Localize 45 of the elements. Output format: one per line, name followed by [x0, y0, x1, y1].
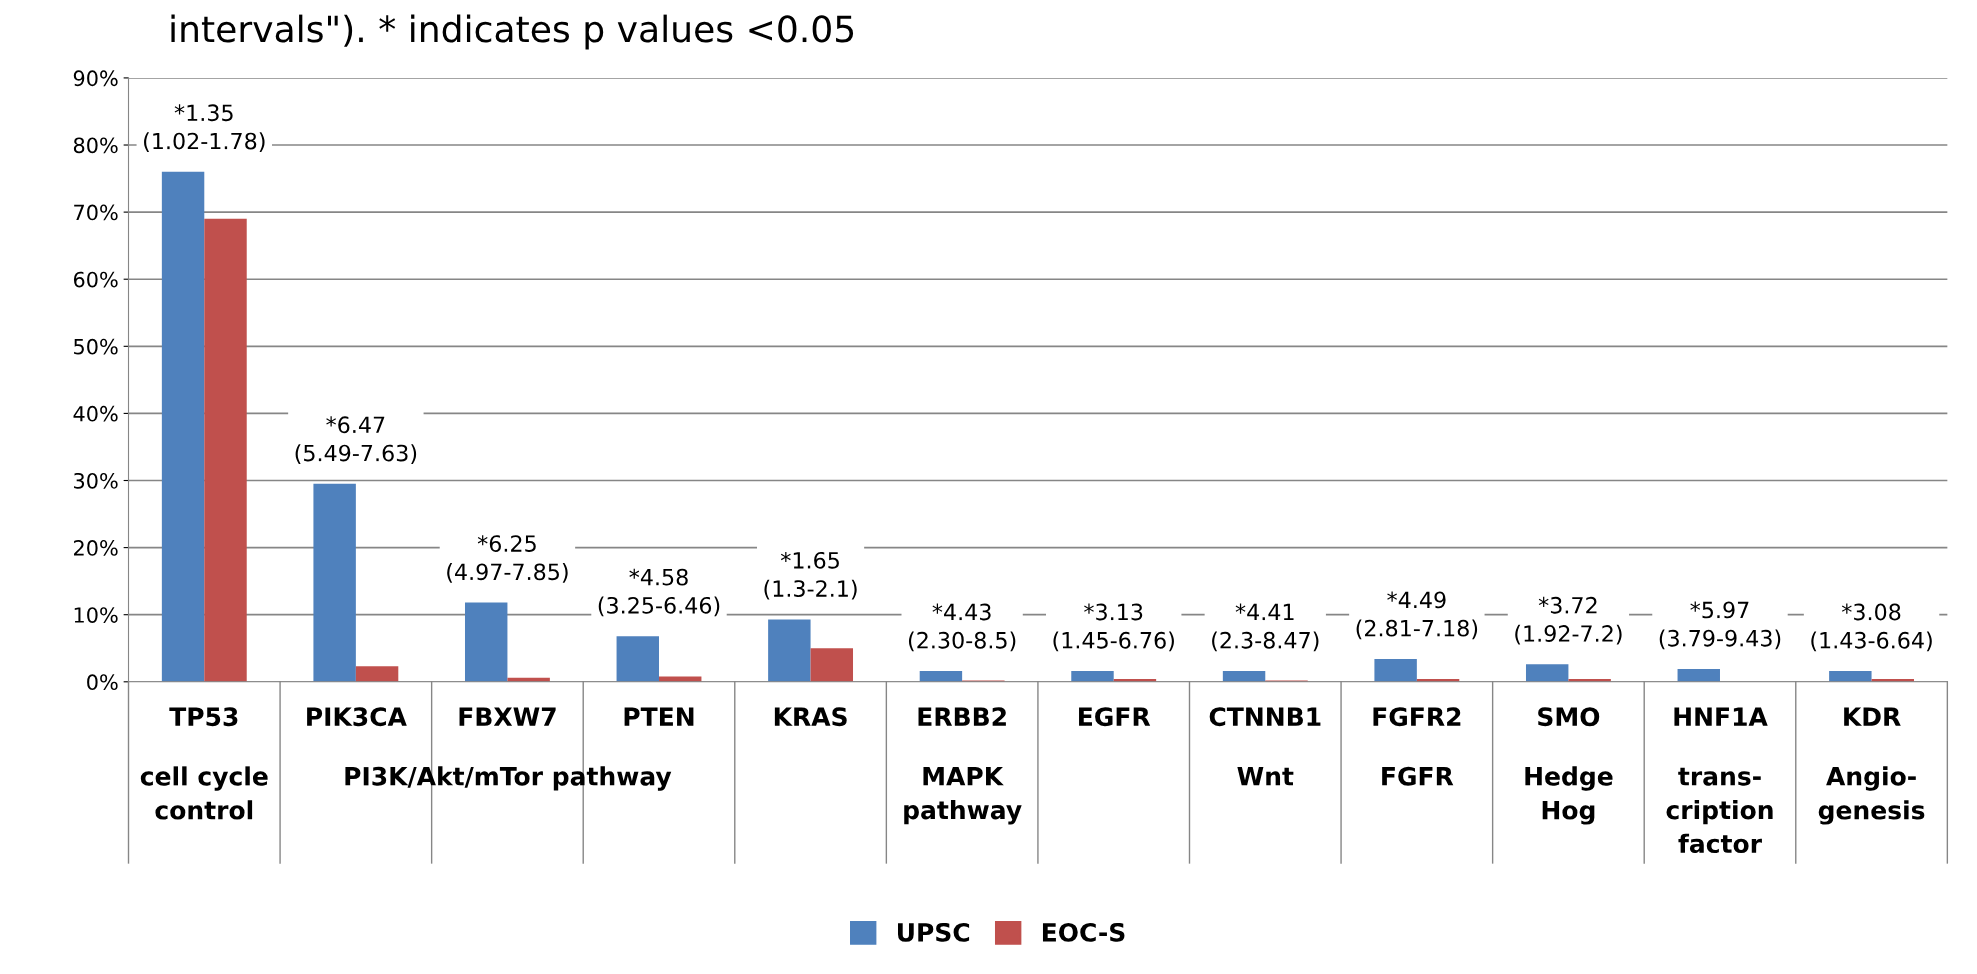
annotation: *4.49 (2.81-7.18): [1356, 591, 1478, 640]
annotation: *4.58 (3.25-6.46): [598, 568, 720, 617]
y-tick-label: 60%: [73, 271, 118, 288]
y-tick-label: 30%: [74, 472, 118, 489]
text: trans- cription factor: [1666, 767, 1773, 854]
text: Hedge Hog: [1525, 766, 1613, 825]
annotation: *4.41 (2.3-8.47): [1212, 603, 1319, 652]
x-tick-label: TP53: [169, 707, 238, 727]
chart-title: intervals"). * indicates p values <0.05: [171, 14, 854, 50]
y-tick-label: 0%: [87, 674, 118, 691]
annotation: *3.08 (1.43-6.64): [1811, 603, 1932, 652]
annotation: *1.35 (1.02-1.78): [144, 104, 265, 153]
y-tick-label: 20%: [74, 540, 118, 556]
annotation: *4.43 (2.30-8.5): [908, 603, 1016, 652]
y-tick-label: 10%: [74, 607, 118, 623]
x-tick-label: PTEN: [624, 707, 694, 726]
text: Angio- genesis: [1818, 766, 1925, 825]
y-tick-label: 70%: [74, 204, 118, 221]
annotation: *3.13 (1.45-6.76): [1053, 603, 1174, 652]
text: FGFR: [1382, 766, 1454, 786]
y-tick-label: 50%: [74, 338, 118, 355]
x-tick-label: FGFR2: [1373, 707, 1461, 727]
text: PI3K/Akt/mTor pathway: [345, 766, 672, 791]
text: MAPK pathway: [904, 767, 1022, 825]
x-tick-label: PIK3CA: [307, 707, 407, 727]
legend-label: UPSC: [898, 922, 970, 942]
text: Wnt: [1237, 767, 1294, 786]
text: cell cycle control: [140, 766, 268, 820]
annotation: *3.72 (1.92-7.2): [1515, 596, 1622, 645]
x-tick-label: KRAS: [774, 707, 847, 727]
x-tick-label: KDR: [1844, 707, 1901, 726]
annotation: *6.47 (5.49-7.63): [295, 416, 417, 465]
y-tick-label: 40%: [73, 405, 118, 422]
x-tick-label: HNF1A: [1674, 707, 1768, 726]
annotation: *5.97 (3.79-9.43): [1659, 601, 1781, 650]
y-tick-label: 80%: [73, 137, 118, 154]
x-tick-label: ERBB2: [918, 707, 1006, 726]
x-tick-label: CTNNB1: [1209, 707, 1321, 727]
legend-label: EOC-S: [1042, 922, 1125, 942]
x-tick-label: FBXW7: [459, 707, 556, 726]
y-tick-label: 90%: [73, 70, 118, 87]
x-tick-label: SMO: [1538, 707, 1600, 727]
annotation: *1.65 (1.3-2.1): [764, 551, 857, 600]
annotation: *6.25 (4.97-7.85): [447, 535, 568, 583]
x-tick-label: EGFR: [1079, 707, 1151, 727]
